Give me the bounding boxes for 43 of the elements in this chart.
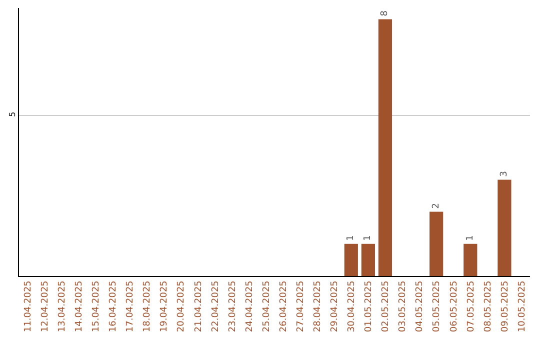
x-tick-label: 12.04.2025 xyxy=(40,280,50,332)
x-tick-label: 01.05.2025 xyxy=(364,280,374,332)
x-tick-label: 20.04.2025 xyxy=(176,280,187,332)
data-label: 1 xyxy=(465,235,476,241)
x-tick-label: 14.04.2025 xyxy=(74,280,85,332)
data-label: 2 xyxy=(431,203,442,209)
x-tick-label: 06.05.2025 xyxy=(449,280,460,332)
x-tick-label: 05.05.2025 xyxy=(432,280,442,332)
x-tick-label: 04.05.2025 xyxy=(415,280,426,332)
x-tick-label: 11.04.2025 xyxy=(23,280,34,332)
x-tick-label: 27.04.2025 xyxy=(296,280,306,332)
x-tick-label: 28.04.2025 xyxy=(313,280,324,332)
data-label: 1 xyxy=(363,235,374,241)
x-tick-label: 10.05.2025 xyxy=(517,280,528,332)
x-tick-label: 29.04.2025 xyxy=(330,280,340,332)
bar xyxy=(378,19,392,276)
x-tick-label: 19.04.2025 xyxy=(160,280,170,332)
y-tick-label: 5 xyxy=(8,112,17,117)
bar xyxy=(430,212,444,276)
x-tick-label: 21.04.2025 xyxy=(194,280,204,332)
x-tick-label: 22.04.2025 xyxy=(210,280,221,332)
x-tick-label: 13.04.2025 xyxy=(58,280,68,332)
x-tick-label: 02.05.2025 xyxy=(381,280,392,332)
x-tick-label: 25.04.2025 xyxy=(262,280,272,332)
bar xyxy=(344,244,358,276)
data-label: 8 xyxy=(380,10,390,16)
x-tick-label: 07.05.2025 xyxy=(466,280,476,332)
bar xyxy=(361,244,375,276)
bar xyxy=(464,244,478,276)
x-tick-label: 09.05.2025 xyxy=(500,280,510,332)
x-tick-label: 30.04.2025 xyxy=(347,280,358,332)
x-tick-label: 23.04.2025 xyxy=(228,280,238,332)
x-tick-label: 17.04.2025 xyxy=(126,280,136,332)
bar xyxy=(498,180,512,276)
x-tick-label: 03.05.2025 xyxy=(398,280,408,332)
data-label: 3 xyxy=(499,170,510,177)
x-tick-label: 26.04.2025 xyxy=(278,280,289,332)
x-tick-label: 16.04.2025 xyxy=(108,280,119,332)
data-label: 1 xyxy=(346,235,356,241)
x-tick-label: 24.04.2025 xyxy=(244,280,255,332)
x-tick-label: 15.04.2025 xyxy=(92,280,102,332)
x-tick-label: 08.05.2025 xyxy=(483,280,494,332)
x-tick-label: 18.04.2025 xyxy=(142,280,153,332)
